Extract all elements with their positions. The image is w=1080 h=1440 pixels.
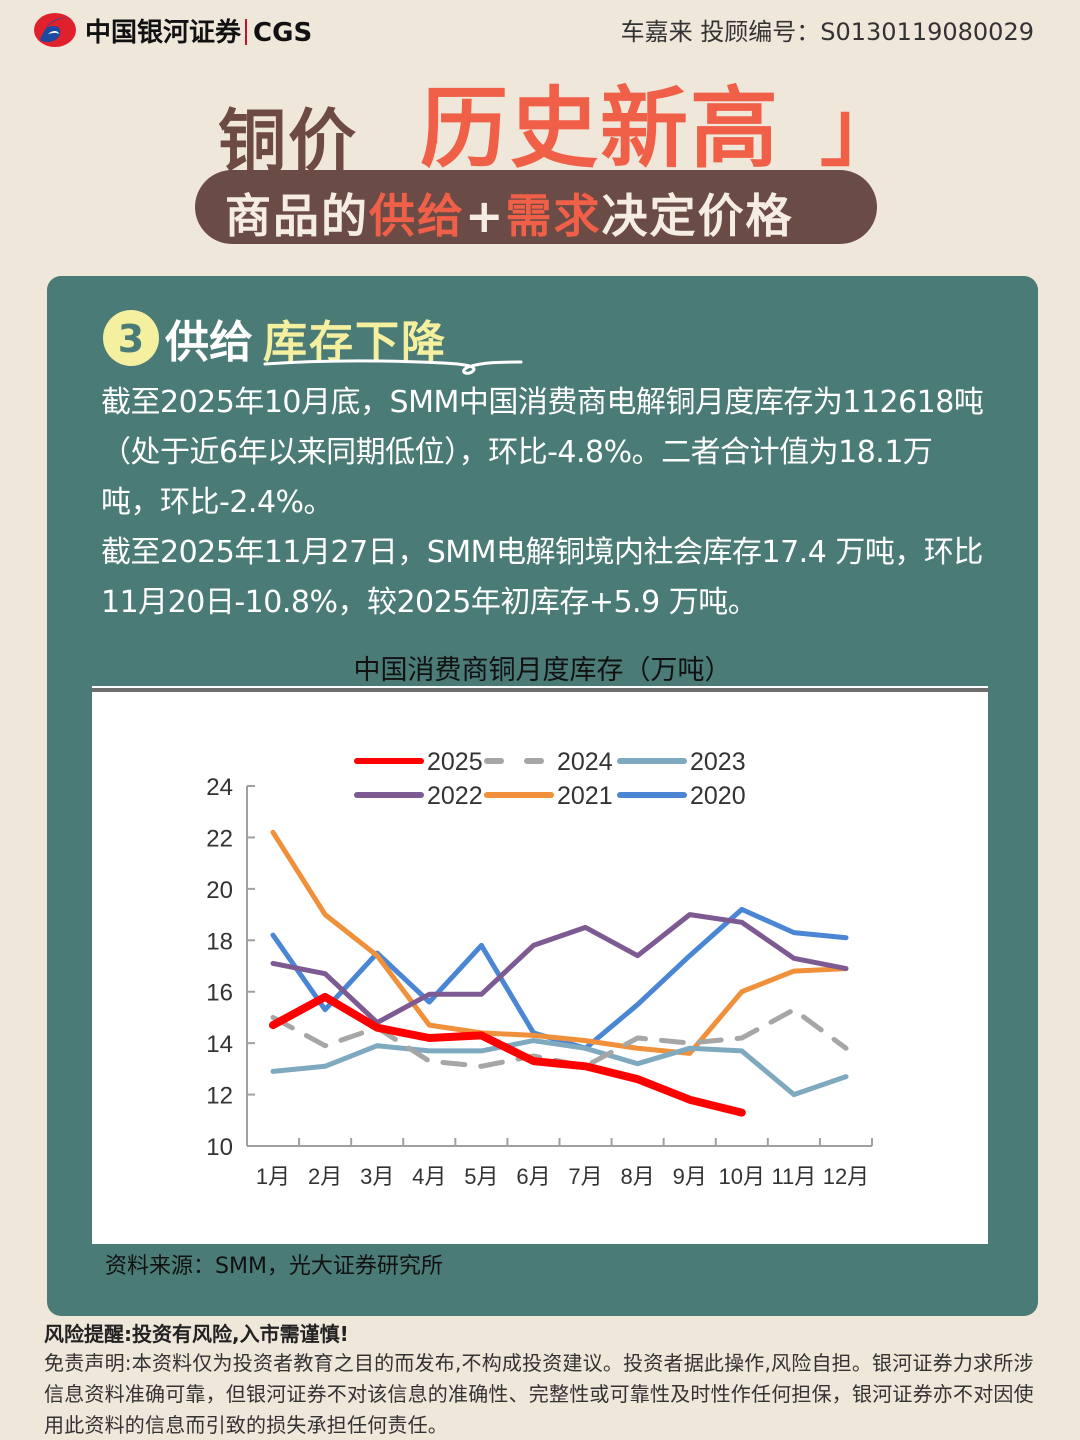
legend-item-2023: 2023 — [617, 748, 746, 776]
x-tick-label: 1月 — [256, 1164, 290, 1189]
subtitle-part2: 决定价格 — [601, 189, 794, 243]
series-line-2023 — [270, 1038, 849, 1098]
svg-text:2024: 2024 — [557, 748, 613, 776]
y-tick-label: 22 — [206, 825, 233, 852]
title-bracket-right: 」 — [820, 84, 900, 177]
advisor-info: 车嘉来 投顾编号：S0130119080029 — [620, 18, 1034, 46]
x-tick-label: 5月 — [464, 1164, 498, 1189]
y-tick-label: 24 — [206, 774, 233, 801]
header: 中国银河证券 CGS 车嘉来 投顾编号：S0130119080029 — [0, 0, 1080, 60]
subtitle-supply: 供给 — [369, 189, 465, 243]
brand-en: CGS — [253, 18, 313, 48]
x-tick-label: 4月 — [412, 1164, 446, 1189]
legend-item-2022: 2022 — [354, 782, 483, 810]
brand-name: 中国银河证券 CGS — [85, 12, 312, 49]
series-line-2022 — [270, 912, 849, 1026]
subtitle-text: 商品的供给+需求决定价格 — [225, 180, 794, 246]
x-tick-label: 3月 — [360, 1164, 394, 1189]
paragraph-1: 截至2025年10月底，SMM中国消费商电解铜月度库存为112618吨（处于近6… — [101, 385, 984, 520]
svg-text:2025: 2025 — [427, 748, 483, 776]
svg-text:2022: 2022 — [427, 782, 483, 810]
chart-title: 中国消费商铜月度库存（万吨） — [353, 655, 732, 686]
disclaimer: 免责声明:本资料仅为投资者教育之目的而发布,不构成投资建议。投资者据此操作,风险… — [44, 1351, 1034, 1437]
chart-container: 10 12 14 16 18 20 22 24 1月 2月 3月 4月 5月 6月 7月 8月 9月 10月 11月… — [92, 686, 988, 1244]
subtitle-part1: 商品的 — [225, 189, 369, 243]
title-bracket-left: 「 — [378, 84, 458, 177]
series-line-2021 — [270, 829, 849, 1056]
title-prefix: 铜价 — [218, 103, 359, 182]
x-tick-label: 10月 — [719, 1164, 765, 1189]
subtitle-demand: 需求 — [505, 189, 602, 243]
y-tick-label: 10 — [206, 1134, 233, 1161]
body-text: 截至2025年10月底，SMM中国消费商电解铜月度库存为112618吨（处于近6… — [101, 378, 991, 628]
x-tick-label: 9月 — [673, 1164, 707, 1189]
x-tick-label: 2月 — [308, 1164, 342, 1189]
x-tick-label: 6月 — [516, 1164, 550, 1189]
svg-text:2021: 2021 — [557, 782, 613, 810]
section-label-supply: 供给 — [165, 317, 253, 368]
subtitle-pill: 商品的供给+需求决定价格 — [195, 170, 877, 244]
page-title: 铜价 「 历史新高 」 — [0, 58, 1080, 182]
underline-squiggle-icon — [263, 359, 523, 375]
x-tick-label: 7月 — [568, 1164, 602, 1189]
svg-text:2020: 2020 — [690, 782, 746, 810]
title-highlight: 历史新高 — [420, 77, 781, 180]
y-tick-label: 12 — [206, 1083, 233, 1110]
x-tick-label: 12月 — [823, 1164, 869, 1189]
paragraph-2: 截至2025年11月27日，SMM电解铜境内社会库存17.4 万吨，环比11月2… — [101, 535, 983, 620]
footer: 风险提醒:投资有风险,入市需谨慎! 免责声明:本资料仅为投资者教育之目的而发布,… — [44, 1320, 1044, 1440]
chart-top-border — [92, 688, 988, 692]
y-tick-label: 16 — [206, 980, 233, 1007]
source-note: 资料来源：SMM，光大证券研究所 — [105, 1254, 443, 1279]
risk-warning: 风险提醒:投资有风险,入市需谨慎! — [44, 1322, 349, 1346]
brand-cn: 中国银河证券 — [85, 18, 242, 48]
cgs-logo-icon — [34, 13, 76, 47]
brand-separator — [245, 19, 248, 45]
series-line-2025 — [269, 992, 746, 1117]
legend-item-2021: 2021 — [484, 782, 613, 810]
y-tick-label: 14 — [206, 1031, 233, 1058]
legend-item-2020: 2020 — [617, 782, 746, 810]
content-card: 3 供给 库存下降 截至2025年10月底，SMM中国消费商电解铜月度库存为11… — [47, 276, 1038, 1316]
legend-item-2024: 2024 — [484, 748, 613, 776]
series-line-2020 — [270, 906, 849, 1051]
subtitle-plus: + — [465, 189, 506, 243]
y-tick-label: 18 — [206, 928, 233, 955]
legend-item-2025: 2025 — [354, 748, 483, 776]
y-tick-label: 20 — [206, 877, 233, 904]
x-tick-label: 11月 — [771, 1164, 816, 1189]
x-tick-label: 8月 — [621, 1164, 655, 1189]
svg-text:2023: 2023 — [690, 748, 746, 776]
section-number-badge: 3 — [103, 310, 159, 366]
